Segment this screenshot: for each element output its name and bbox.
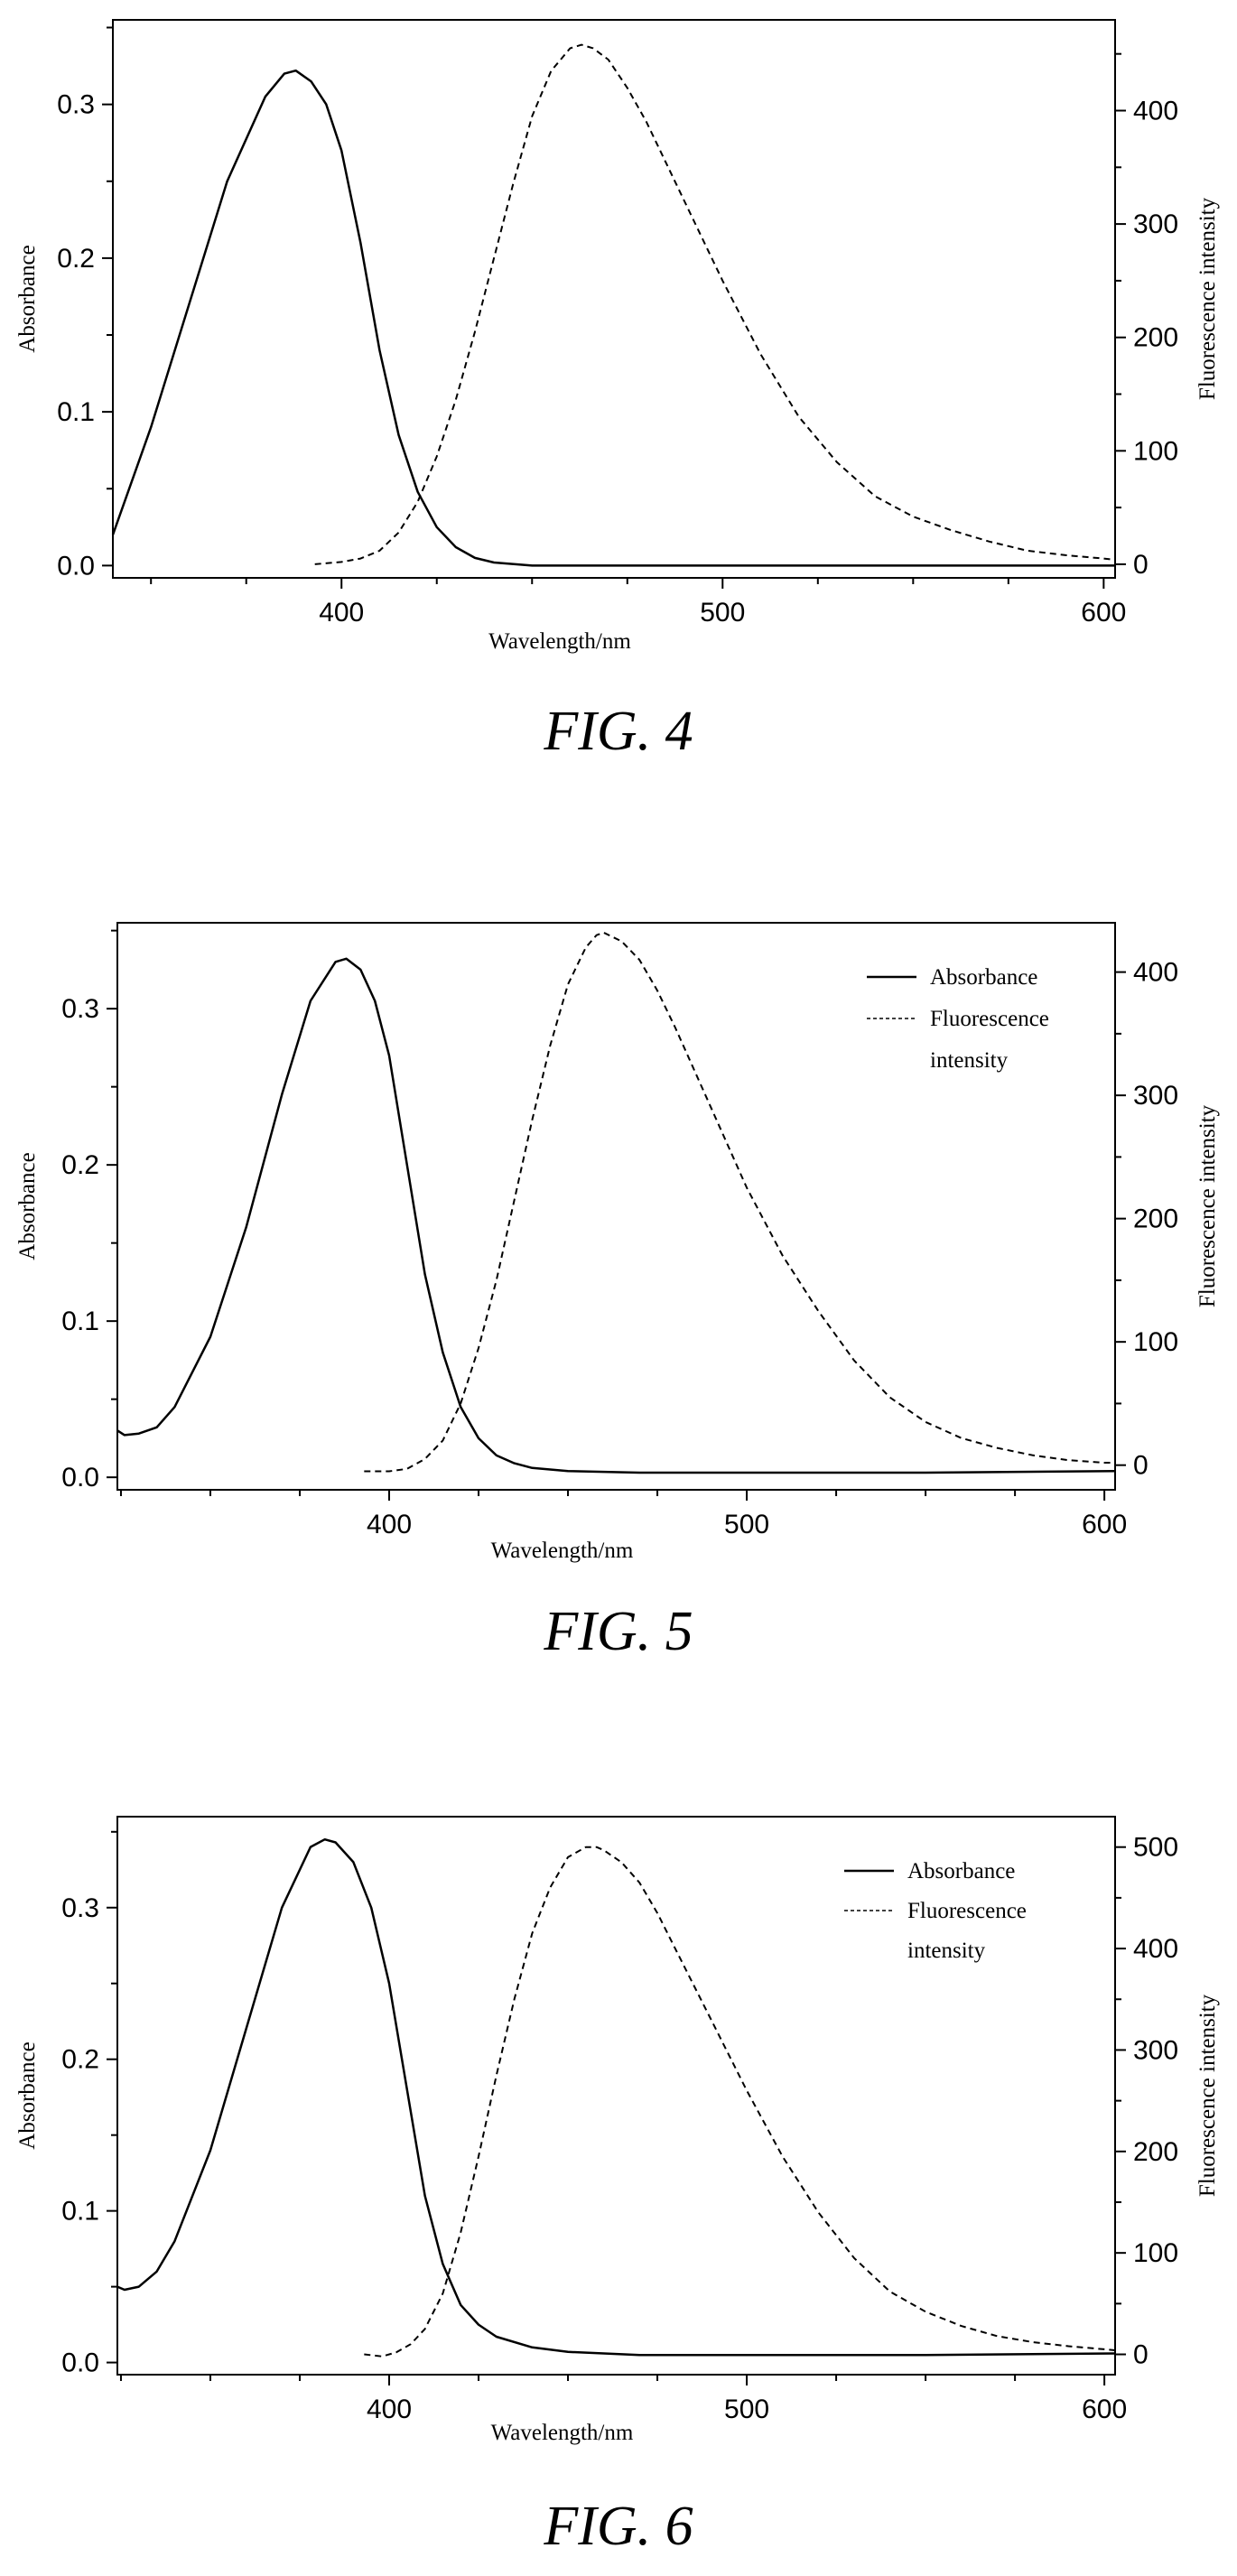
y-tick-label: 0.1 — [57, 397, 95, 427]
plot-frame — [116, 922, 1116, 1491]
y-tick-label: 0.1 — [61, 1307, 99, 1336]
y-tick-label: 0.3 — [61, 994, 99, 1024]
y-tick-label: 0.0 — [57, 551, 95, 581]
x-tick-label: 600 — [1081, 598, 1126, 628]
figure-caption: FIG. 6 — [544, 2496, 693, 2557]
legend-label: intensity — [930, 1048, 1009, 1073]
legend-label: Fluorescence — [930, 1007, 1049, 1031]
x-tick-label: 500 — [724, 2395, 769, 2424]
y-axis-label: Absorbance — [15, 245, 40, 352]
y2-tick-label: 500 — [1133, 1833, 1178, 1863]
y-tick-label: 0.2 — [61, 1150, 99, 1180]
y2-tick-label: 100 — [1133, 2238, 1178, 2268]
figure-5: 400 500 600 0.0 0.1 0.2 0.3 0 100 200 300 400 Wavele… — [0, 903, 1237, 1716]
figure-6: 400 500 600 0.0 0.1 0.2 0.3 0 100 200 300 400 500 Wav… — [0, 1797, 1237, 2576]
x-axis-label: Wavelength/nm — [491, 2421, 634, 2445]
y2-tick-label: 200 — [1133, 323, 1178, 353]
legend-label: Fluorescence — [907, 1899, 1027, 1923]
legend-label: Absorbance — [930, 965, 1037, 990]
y2-tick-label: 200 — [1133, 2137, 1178, 2167]
y-tick-label: 0.3 — [61, 1893, 99, 1923]
y-tick-label: 0.3 — [57, 90, 95, 120]
y2-tick-label: 300 — [1133, 209, 1178, 239]
x-tick-label: 400 — [319, 598, 364, 628]
x-tick-label: 500 — [724, 1510, 769, 1539]
y-axis-label: Absorbance — [15, 1152, 40, 1260]
y2-axis-label: Fluorescence intensity — [1195, 197, 1220, 400]
x-tick-label: 400 — [367, 2395, 412, 2424]
plot-frame — [112, 19, 1116, 579]
absorbance-curve — [116, 957, 1116, 1474]
y2-axis-label: Fluorescence intensity — [1195, 1994, 1220, 2197]
figure-caption: FIG. 4 — [544, 701, 693, 762]
y-tick-label: 0.1 — [61, 2197, 99, 2227]
x-tick-label: 500 — [700, 598, 745, 628]
fluorescence-curve — [364, 1846, 1116, 2357]
y2-tick-label: 0 — [1133, 1451, 1149, 1481]
x-tick-label: 600 — [1082, 1510, 1127, 1539]
y-tick-label: 0.0 — [61, 2348, 99, 2378]
chart-fig-6: 400 500 600 0.0 0.1 0.2 0.3 0 100 200 300 400 500 Wav… — [15, 1816, 1220, 2445]
x-tick-label: 600 — [1082, 2395, 1127, 2424]
x-tick-label: 400 — [367, 1510, 412, 1539]
y-axis-label: Absorbance — [15, 2041, 40, 2149]
y2-tick-label: 400 — [1133, 1934, 1178, 1964]
legend: Absorbance Fluorescence intensity — [867, 965, 1049, 1073]
y2-tick-label: 0 — [1133, 550, 1149, 580]
legend-label: intensity — [907, 1939, 986, 1963]
chart-fig-4: 400 500 600 0.0 0.1 0.2 0.3 0 100 200 300 400 Wavele… — [15, 19, 1220, 654]
fluorescence-curve — [314, 43, 1116, 565]
y2-tick-label: 200 — [1133, 1204, 1178, 1234]
legend-label: Absorbance — [907, 1859, 1015, 1883]
y-tick-label: 0.2 — [57, 244, 95, 274]
fluorescence-curve — [364, 931, 1115, 1473]
figure-4: 400 500 600 0.0 0.1 0.2 0.3 0 100 200 300 400 Wavele… — [0, 0, 1237, 795]
y-tick-label: 0.2 — [61, 2045, 99, 2075]
y2-tick-label: 100 — [1133, 1327, 1178, 1357]
legend: Absorbance Fluorescence intensity — [844, 1859, 1027, 1963]
absorbance-curve — [111, 69, 1115, 567]
figure-caption: FIG. 5 — [544, 1601, 693, 1662]
y2-tick-label: 400 — [1133, 96, 1178, 126]
absorbance-curve — [116, 1837, 1116, 2357]
y2-tick-label: 300 — [1133, 1081, 1178, 1111]
y2-tick-label: 300 — [1133, 2035, 1178, 2065]
y-tick-label: 0.0 — [61, 1463, 99, 1493]
y2-axis-label: Fluorescence intensity — [1195, 1104, 1220, 1307]
y2-tick-label: 0 — [1133, 2340, 1149, 2370]
plot-frame — [116, 1816, 1116, 2376]
y2-tick-label: 100 — [1133, 436, 1178, 466]
y2-tick-label: 400 — [1133, 958, 1178, 988]
x-axis-label: Wavelength/nm — [488, 629, 631, 654]
chart-fig-5: 400 500 600 0.0 0.1 0.2 0.3 0 100 200 300 400 Wavele… — [15, 922, 1220, 1563]
x-axis-label: Wavelength/nm — [491, 1539, 634, 1563]
